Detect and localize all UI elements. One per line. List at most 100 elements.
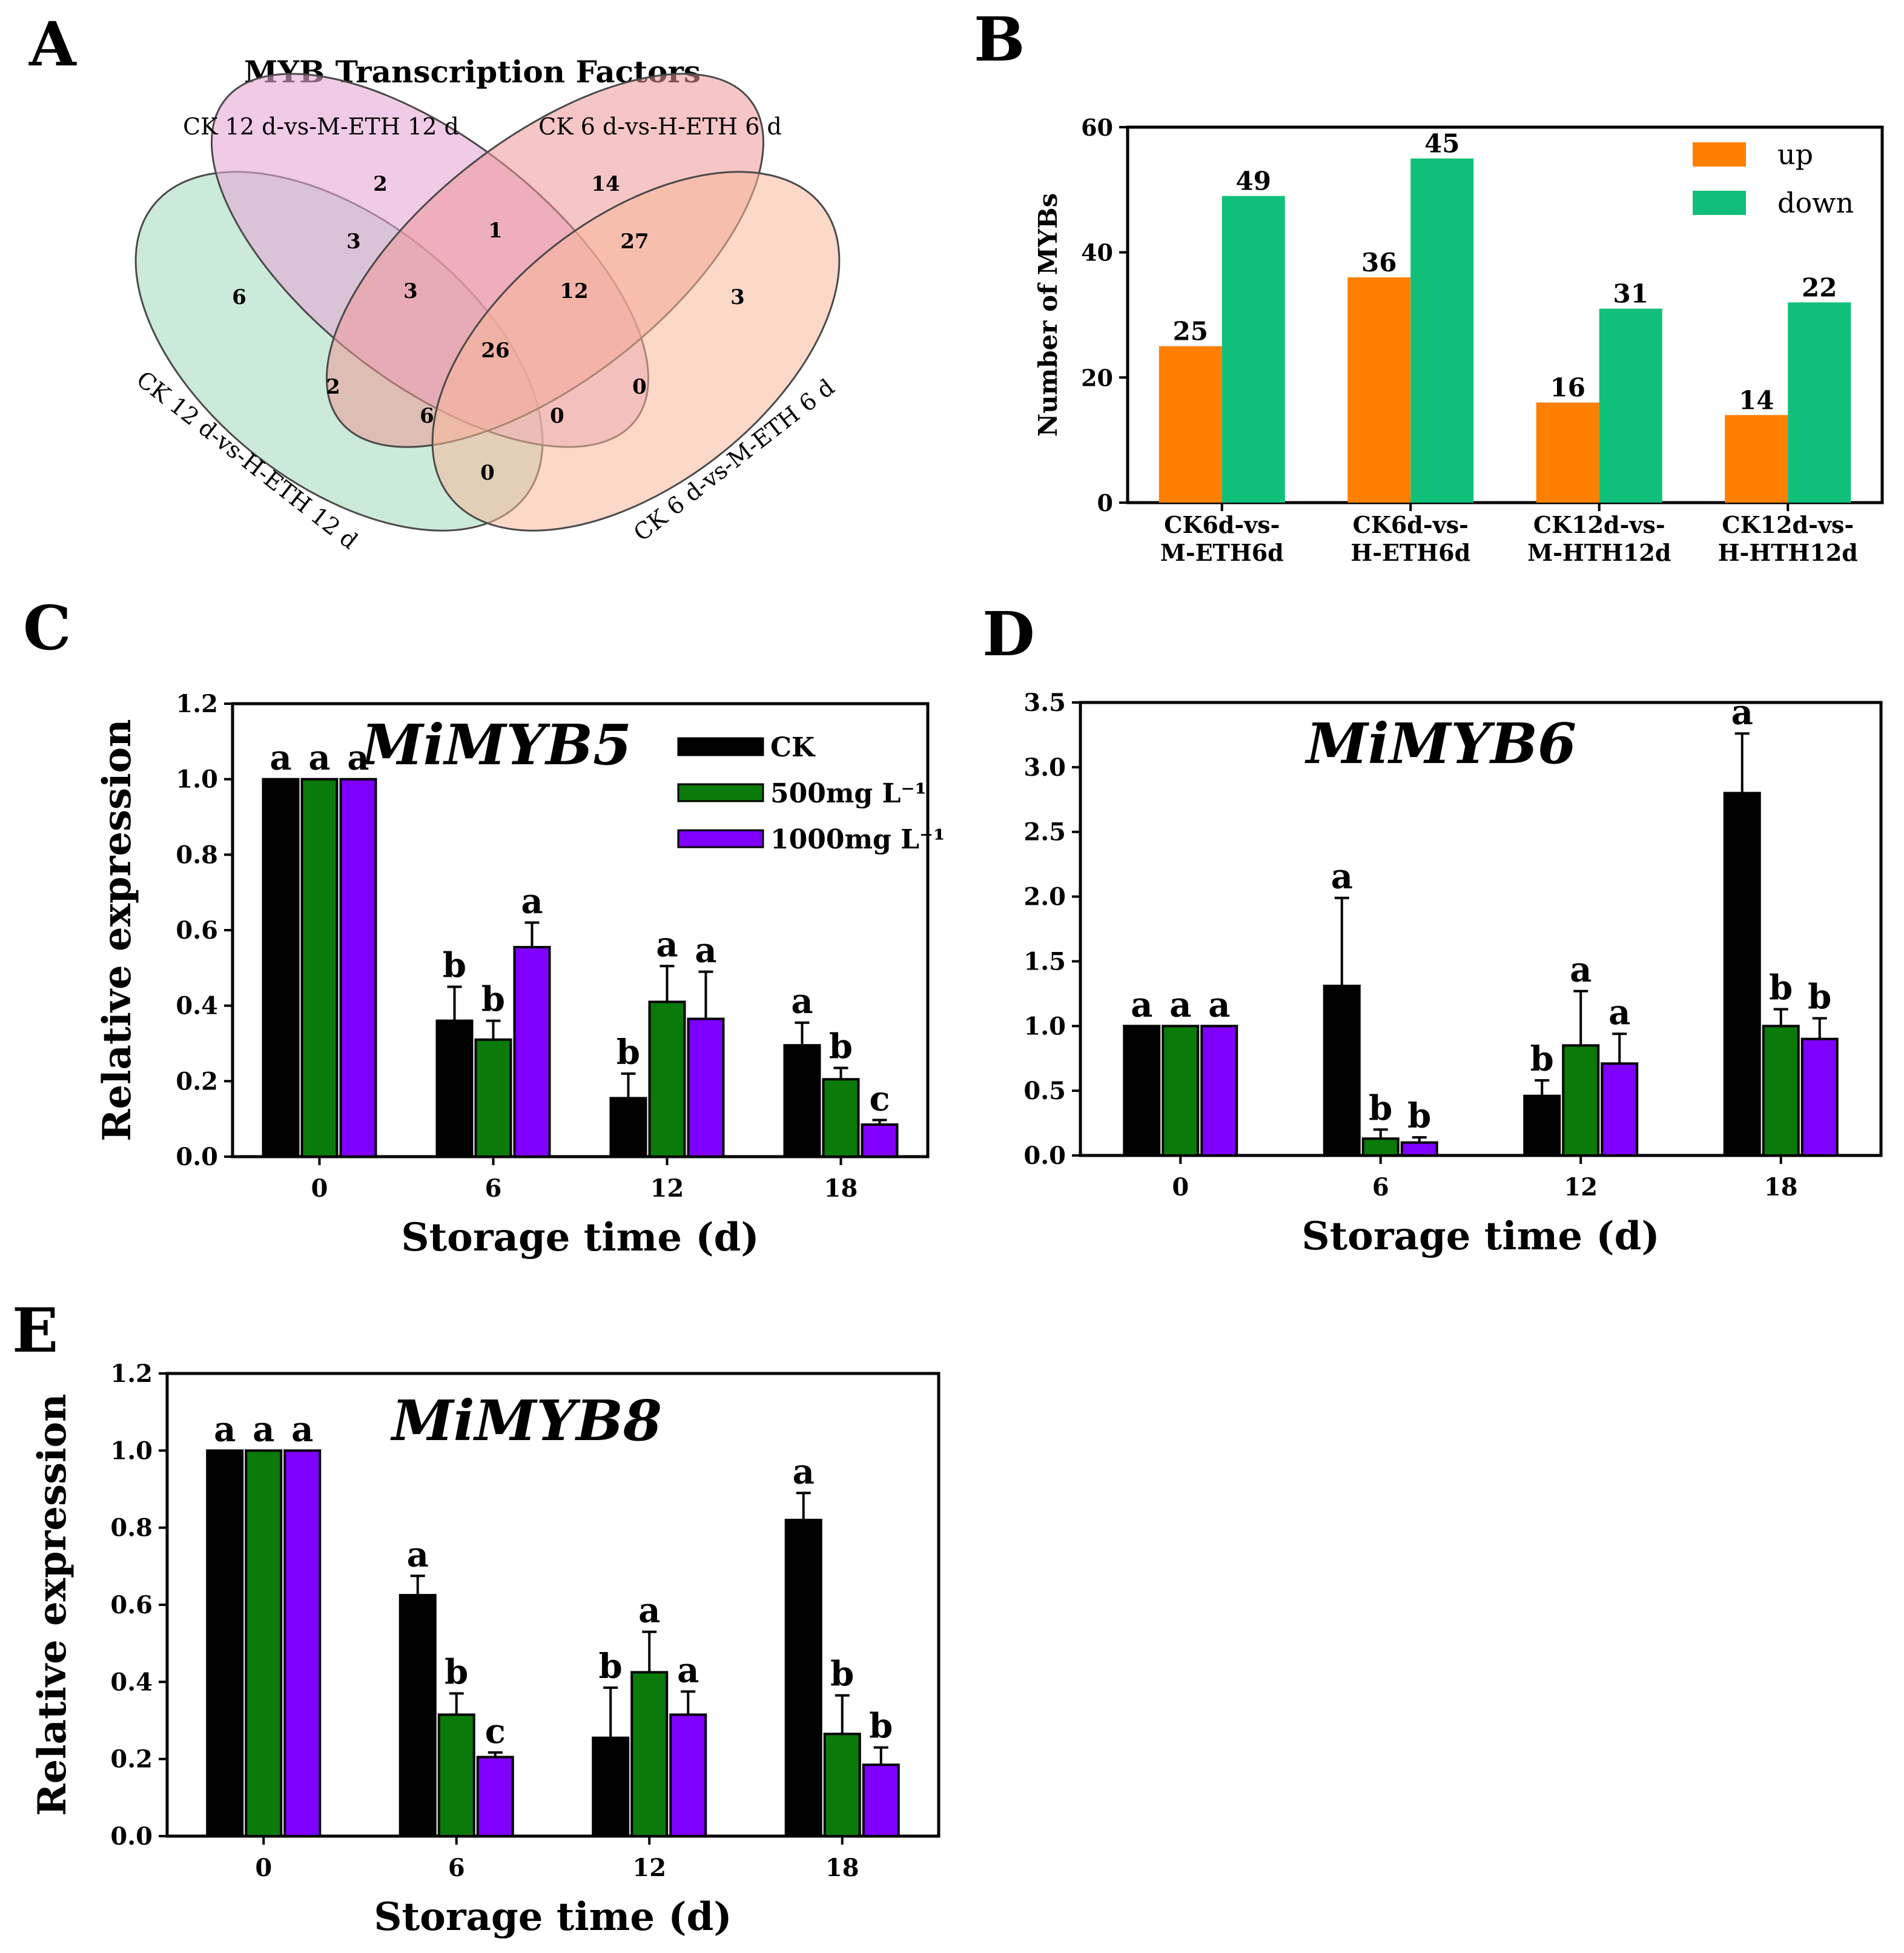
x-axis-label: Storage time (d) [374,1894,732,1940]
significance-letter: b [599,1647,623,1687]
legend-label-series-2: 1000mg L⁻¹ [770,824,945,855]
legend-swatch-up [1693,142,1746,167]
y-axis-label: Relative expression [94,719,140,1141]
venn-count: 27 [620,230,649,254]
y-tick-label: 0.5 [1023,1077,1066,1105]
venn-count: 3 [403,279,418,303]
significance-letter: a [656,925,678,965]
x-tick-label: H-ETH6d [1350,539,1470,566]
bar-series-2 [1800,1037,1839,1157]
bar-series-2 [861,1123,899,1158]
significance-letter: a [347,738,369,778]
bar-series-1 [300,778,339,1158]
x-tick-label: 18 [824,1174,858,1203]
significance-letter: b [1407,1096,1431,1136]
significance-letter: a [269,738,291,778]
chart-title: MiMYB8 [390,1388,662,1453]
venn-count: 12 [560,279,588,303]
bar-series-0 [435,1019,474,1158]
y-tick-label: 0.2 [110,1745,153,1774]
significance-letter: a [695,931,716,971]
bar-down [1599,308,1662,503]
bar-series-2 [669,1713,707,1837]
chart-title: MiMYB6 [1304,711,1576,776]
legend-swatch-series-2 [677,829,764,848]
y-tick-label: 0.0 [176,1143,218,1171]
bar-down [1788,302,1851,503]
y-tick-label: 0.8 [110,1514,153,1542]
significance-letter: b [830,1654,854,1694]
y-tick-label: 0.4 [176,992,218,1020]
bar-series-1 [648,1000,686,1158]
significance-letter: b [869,1707,893,1746]
bar-series-1 [1562,1044,1600,1157]
x-tick-label: 12 [1564,1173,1598,1201]
bar-series-1 [1762,1025,1800,1157]
y-tick-label: 3.0 [1023,753,1066,782]
venn-count: 3 [730,285,745,309]
bar-series-0 [592,1736,630,1837]
x-axis-label: Storage time (d) [401,1215,759,1260]
bar-series-1 [437,1713,475,1837]
significance-letter: b [1530,1039,1554,1079]
significance-letter: a [214,1409,236,1449]
y-tick-label: 20 [1081,364,1113,391]
plot-frame [1126,125,1884,504]
bar-series-1 [823,1733,861,1838]
x-tick-label: CK6d-vs- [1353,511,1469,538]
bar-series-0 [1523,1094,1561,1157]
y-tick-label: 1.2 [110,1360,153,1388]
y-tick-label: 1.0 [110,1436,153,1465]
significance-letter: a [253,1409,274,1449]
bar-series-2 [687,1017,725,1158]
legend-label-series-1: 500mg L⁻¹ [770,778,927,809]
significance-letter: c [485,1711,506,1751]
data-label: 31 [1613,279,1648,309]
significance-letter: a [1570,950,1592,990]
y-axis-label: Number of MYBs [1033,193,1063,437]
x-tick-label: 12 [650,1174,684,1203]
chart-title: MiMYB5 [360,712,632,778]
y-tick-label: 1.0 [176,765,218,794]
y-tick-label: 0 [1097,489,1113,517]
bar-series-1 [822,1078,860,1158]
significance-letter: a [1608,993,1630,1033]
bar-series-2 [513,946,551,1158]
y-tick-label: 0.8 [176,841,218,869]
y-tick-label: 0.4 [110,1668,153,1696]
x-tick-label: 0 [255,1854,272,1882]
legend-swatch-series-1 [677,783,764,802]
chart-panel-e: 0.0 0.2 0.4 0.6 0.8 1.0 1.2 Relative expression… [30,1360,940,1940]
venn-count: 6 [232,285,246,309]
bar-series-0 [609,1097,647,1158]
x-tick-label: M-ETH6d [1160,539,1284,566]
chart-panel-d: 0.0 0.5 1.0 1.5 2.0 2.5 3.0 3.5 Storage time (d)… [1023,689,1883,1259]
data-label: 16 [1550,373,1585,403]
significance-letter: b [616,1033,640,1072]
bar-series-0 [783,1044,821,1158]
x-tick-label: 12 [632,1854,666,1882]
x-tick-label: 18 [825,1854,859,1882]
bar-series-0 [1723,791,1761,1157]
bar-series-2 [1400,1141,1438,1157]
significance-letter: a [1169,985,1191,1025]
bar-series-1 [1162,1025,1200,1157]
y-tick-label: 0.6 [176,916,218,945]
bar-up [1347,277,1411,503]
venn-count: 0 [550,404,564,428]
x-tick-label: CK12d-vs- [1722,511,1854,538]
panel-letter-a: A [28,8,77,80]
bar-series-2 [862,1763,900,1837]
data-label: 49 [1236,167,1271,196]
x-tick-label: M-HTH12d [1527,539,1671,566]
significance-letter: a [521,882,543,922]
bar-up [1536,402,1599,503]
y-tick-label: 2.0 [1023,883,1066,911]
panel-letter-b: B [974,4,1025,75]
bar-series-2 [476,1756,514,1838]
venn-set-ck6-m-eth6 [431,171,841,532]
significance-letter: b [445,1652,468,1692]
bar-series-2 [1200,1025,1238,1157]
panel-letter-e: E [12,1295,58,1366]
